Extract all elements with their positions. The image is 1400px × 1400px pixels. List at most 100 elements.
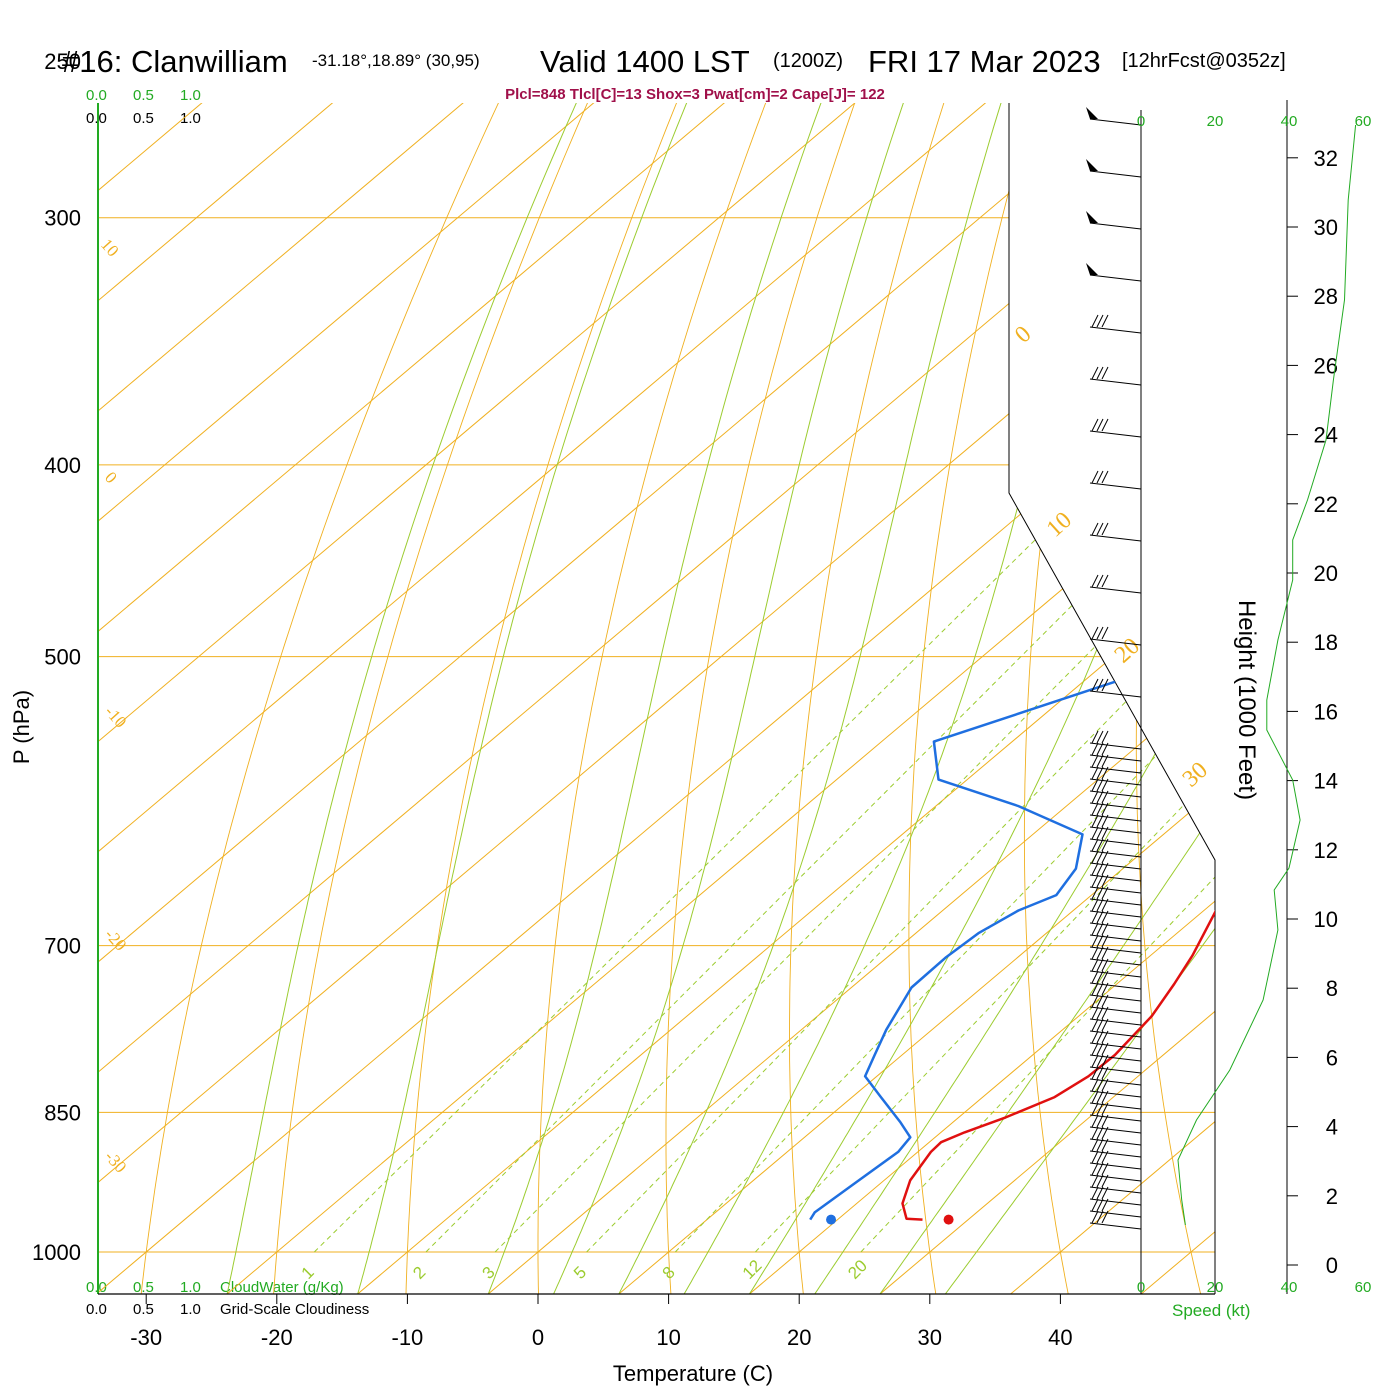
moist-adiabat: [683, 103, 1142, 1294]
wind-barb: [1089, 790, 1142, 810]
wind-barb: [1089, 1198, 1142, 1218]
wind-barb-staff: [1089, 1126, 1142, 1134]
wind-barb-staff: [1089, 874, 1142, 882]
series-dew-point: [809, 103, 1215, 1221]
surface-temperature-dot: [943, 1214, 954, 1225]
wind-barb: [1086, 211, 1142, 230]
wind-barb-staff: [1089, 970, 1142, 978]
wind-barb: [1089, 1102, 1142, 1122]
wind-barb: [1089, 1066, 1142, 1086]
isotherm-line: [98, 103, 163, 1294]
wind-barb-staff: [1089, 778, 1142, 786]
wind-barb-staff: [1089, 946, 1142, 954]
wind-barb-staff: [1089, 934, 1142, 942]
wind-barb-feather: [1091, 1186, 1099, 1200]
wind-barb-staff: [1089, 1114, 1142, 1122]
wind-barb-feather: [1091, 814, 1099, 828]
wind-barb-feather: [1101, 366, 1109, 380]
wind-barb-feather: [1091, 994, 1099, 1008]
wind-barb-feather: [1101, 862, 1109, 876]
y-tick-label: 1000: [32, 1240, 81, 1265]
wind-barb-feather: [1101, 970, 1109, 984]
wind-barb: [1089, 1042, 1142, 1062]
wind-barb: [1089, 1162, 1142, 1182]
cloudwater-label: CloudWater (g/Kg): [220, 1279, 344, 1296]
isotherm-line: [749, 103, 1215, 1294]
wind-barb-feather: [1096, 754, 1104, 768]
wind-barb-feather: [1101, 778, 1109, 792]
height-tick-label: 6: [1326, 1045, 1338, 1070]
wind-barb-feather: [1091, 922, 1099, 936]
wind-barb-feather: [1091, 730, 1099, 744]
wind-barb-feather: [1096, 678, 1104, 692]
wind-barb: [1089, 678, 1142, 698]
wind-barb-staff: [1089, 378, 1142, 386]
wind-barb-staff: [1089, 850, 1142, 858]
isotherm-line: [879, 103, 1215, 1294]
wind-barb: [1089, 802, 1142, 822]
wind-barb: [1089, 366, 1142, 386]
wind-barb-feather: [1096, 850, 1104, 864]
wind-barb-staff: [1089, 1138, 1142, 1146]
wind-barb-feather: [1096, 766, 1104, 780]
mixing-ratio-line: [754, 464, 1215, 1253]
wind-barb-feather: [1091, 314, 1099, 328]
wind-barb-feather: [1101, 826, 1109, 840]
wind-speed-tick: 60: [1355, 113, 1372, 130]
wind-barb-feather: [1096, 1006, 1104, 1020]
isotherm-line: [98, 103, 1215, 1294]
wind-barb-feather: [1101, 678, 1109, 692]
dry-adiabat: [665, 103, 883, 1294]
isotherm-line: [98, 103, 1215, 1294]
wind-barb: [1086, 263, 1142, 282]
wind-barb-feather: [1101, 838, 1109, 852]
left-isotherm-label: 10: [97, 235, 122, 260]
wind-barb-feather: [1101, 1174, 1109, 1188]
wind-barb-staff: [1089, 742, 1142, 750]
wind-barb-staff: [1089, 482, 1142, 490]
wind-barb-feather: [1101, 522, 1109, 536]
isotherm-line: [226, 103, 1215, 1294]
wind-barb-feather: [1091, 1006, 1099, 1020]
wind-barb-feather: [1096, 1138, 1104, 1152]
wind-barb-feather: [1101, 742, 1109, 756]
wind-barb-staff: [1089, 1054, 1142, 1062]
wind-barb-feather: [1096, 1114, 1104, 1128]
wind-barb-feather: [1091, 982, 1099, 996]
mixing-ratio-label: 8: [659, 1263, 679, 1283]
wind-barb: [1086, 159, 1142, 178]
wind-barb-feather: [1101, 1150, 1109, 1164]
wind-barb-staff: [1089, 802, 1142, 810]
moist-adiabat: [618, 103, 1026, 1294]
wind-barb-feather: [1091, 910, 1099, 924]
wind-barb-feather: [1101, 1198, 1109, 1212]
wind-barb: [1089, 922, 1142, 942]
wind-barb: [1089, 574, 1142, 594]
wind-barb: [1089, 730, 1142, 750]
wind-barb-feather: [1096, 1030, 1104, 1044]
wind-barb-feather: [1091, 790, 1099, 804]
wind-barb: [1089, 826, 1142, 846]
wind-barb-staff: [1089, 1102, 1142, 1110]
wind-barb-feather: [1101, 730, 1109, 744]
x-tick-label: 10: [656, 1325, 680, 1350]
x-tick-label: -30: [130, 1325, 162, 1350]
wind-barb-feather: [1091, 826, 1099, 840]
wind-barb: [1089, 886, 1142, 906]
wind-barb-feather: [1101, 802, 1109, 816]
wind-barb-feather: [1091, 1042, 1099, 1056]
wind-barb-feather: [1101, 1018, 1109, 1032]
wind-barb-staff: [1089, 1030, 1142, 1038]
height-tick-label: 18: [1314, 630, 1338, 655]
wind-barb-flag: [1086, 211, 1098, 223]
mixing-ratio-line: [860, 464, 1215, 1253]
x-tick-label: 20: [787, 1325, 811, 1350]
moist-adiabat: [487, 103, 851, 1294]
wind-barb-feather: [1091, 1162, 1099, 1176]
wind-barb-staff: [1089, 982, 1142, 990]
y-tick-label: 500: [44, 645, 81, 670]
isotherm-label: 30: [1178, 757, 1213, 792]
wind-barb-feather: [1096, 730, 1104, 744]
